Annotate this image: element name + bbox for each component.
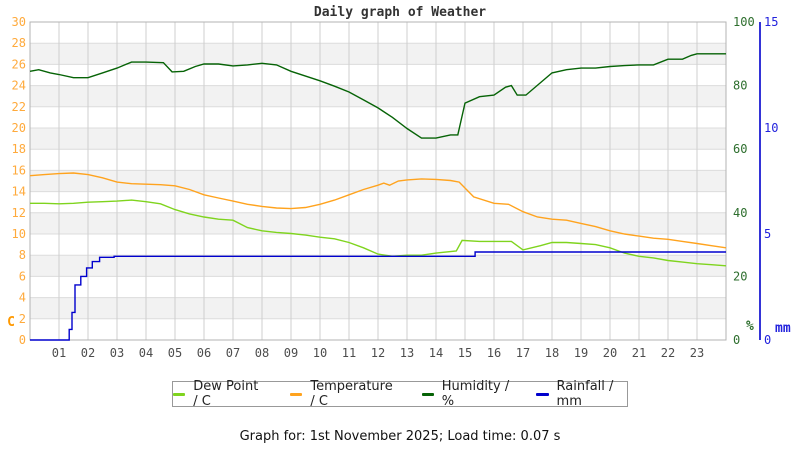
humidity-axis-unit-label: % xyxy=(746,319,754,334)
humidity-axis-tick-label: 0 xyxy=(733,333,740,347)
humidity-axis-tick-label: 100 xyxy=(733,15,755,29)
plot-border xyxy=(29,21,727,341)
left-axis-tick-label: 24 xyxy=(12,79,26,93)
legend-label-rainfall: Rainfall / mm xyxy=(556,379,614,409)
dew-point-line-swatch xyxy=(173,392,186,396)
rain-axis-tick-label: 15 xyxy=(764,15,778,29)
x-axis-hour-label: 14 xyxy=(429,346,443,360)
chart-legend: Dew Point / C Temperature / C Humidity /… xyxy=(172,379,628,409)
x-axis-hour-label: 22 xyxy=(661,346,675,360)
x-axis-hour-label: 18 xyxy=(545,346,559,360)
chart-title: Daily graph of Weather xyxy=(313,5,487,20)
legend-item-rainfall: Rainfall / mm xyxy=(536,379,627,409)
x-axis-hour-label: 15 xyxy=(458,346,472,360)
rain-axis-tick-label: 10 xyxy=(764,121,778,135)
left-axis-tick-label: 16 xyxy=(12,163,26,177)
x-axis-hour-label: 03 xyxy=(110,346,124,360)
humidity-axis-tick-label: 80 xyxy=(733,79,747,93)
left-axis-tick-label: 0 xyxy=(19,333,26,347)
left-axis-tick-label: 10 xyxy=(12,227,26,241)
left-axis-tick-label: 12 xyxy=(12,206,26,220)
left-axis-tick-label: 28 xyxy=(12,36,26,50)
x-axis-hour-label: 20 xyxy=(603,346,617,360)
left-axis-tick-label: 22 xyxy=(12,100,26,114)
temperature-line-swatch xyxy=(290,392,303,396)
x-axis-hour-label: 23 xyxy=(690,346,704,360)
humidity-axis-tick-label: 60 xyxy=(733,142,747,156)
x-axis-hour-label: 21 xyxy=(632,346,646,360)
x-axis-hour-label: 17 xyxy=(516,346,530,360)
left-axis-tick-label: 14 xyxy=(12,185,26,199)
legend-item-humidity: Humidity / % xyxy=(421,379,511,409)
humidity-axis-tick-label: 40 xyxy=(733,206,747,220)
left-axis-tick-label: 20 xyxy=(12,121,26,135)
humidity-line-swatch xyxy=(421,392,434,396)
x-axis-hour-label: 09 xyxy=(284,346,298,360)
series-rainfall-line xyxy=(30,251,726,341)
x-axis-hour-label: 02 xyxy=(81,346,95,360)
left-axis-tick-label: 8 xyxy=(19,248,26,262)
left-axis-tick-label: 26 xyxy=(12,57,26,71)
left-axis-tick-label: 6 xyxy=(19,269,26,283)
legend-label-dew-point: Dew Point / C xyxy=(193,379,259,409)
rain-axis-tick-label: 5 xyxy=(764,227,771,241)
left-axis-tick-label: 30 xyxy=(12,15,26,29)
series-dew-point-line xyxy=(30,199,727,267)
x-axis-hour-label: 11 xyxy=(342,346,356,360)
legend-label-temperature: Temperature / C xyxy=(310,379,393,409)
x-axis-hour-label: 16 xyxy=(487,346,501,360)
rain-axis-tick-label: 0 xyxy=(764,333,771,347)
humidity-axis-tick-label: 20 xyxy=(733,269,747,283)
series-temperature-line xyxy=(29,172,727,249)
x-axis-hour-label: 01 xyxy=(52,346,66,360)
chart-footer: Graph for: 1st November 2025; Load time:… xyxy=(239,429,561,444)
legend-item-temperature: Temperature / C xyxy=(290,379,395,409)
rainfall-line-swatch xyxy=(536,392,549,396)
x-axis-hour-label: 07 xyxy=(226,346,240,360)
left-axis-tick-label: 4 xyxy=(19,291,26,305)
x-axis-hour-label: 12 xyxy=(371,346,385,360)
left-axis-unit-label: C xyxy=(7,315,15,330)
x-axis-hour-label: 13 xyxy=(400,346,414,360)
left-axis-tick-label: 18 xyxy=(12,142,26,156)
x-axis-hour-label: 04 xyxy=(139,346,153,360)
x-axis-hour-label: 05 xyxy=(168,346,182,360)
series-humidity-line xyxy=(29,53,726,139)
x-axis-hour-label: 19 xyxy=(574,346,588,360)
legend-item-dew-point: Dew Point / C xyxy=(173,379,264,409)
legend-label-humidity: Humidity / % xyxy=(441,379,510,409)
x-axis-hour-label: 08 xyxy=(255,346,269,360)
rain-axis-unit-label: mm xyxy=(775,321,791,336)
left-axis-tick-label: 2 xyxy=(19,312,26,326)
x-axis-hour-label: 10 xyxy=(313,346,327,360)
x-axis-hour-label: 06 xyxy=(197,346,211,360)
